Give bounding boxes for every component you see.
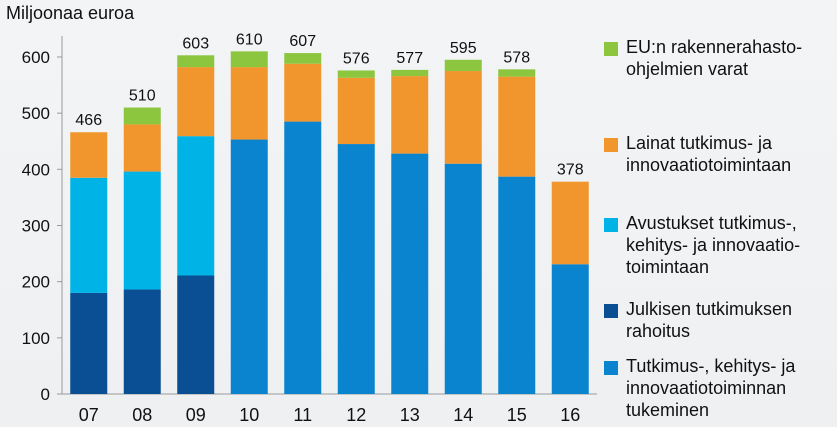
bar-segment-eu	[177, 55, 215, 68]
x-tick-label: 15	[507, 405, 527, 425]
bar-segment-tuki	[391, 153, 429, 394]
bar-segment-eu	[284, 53, 322, 64]
x-tick-label: 14	[453, 405, 473, 425]
bar-segment-tuki	[498, 176, 536, 394]
bar-segment-tuki	[551, 264, 589, 394]
x-tick-label: 09	[186, 405, 206, 425]
y-tick-label: 500	[22, 104, 50, 123]
bar-segment-lainat	[230, 67, 268, 140]
legend-label: Tutkimus-, kehitys- ja innovaatiotoiminn…	[626, 356, 796, 420]
legend-swatch	[604, 361, 618, 375]
legend-label: Avustukset tutkimus-, kehitys- ja innova…	[626, 213, 801, 277]
y-axis-title: Miljoonaa euroa	[6, 3, 135, 23]
x-tick-label: 08	[132, 405, 152, 425]
bar-segment-eu	[391, 69, 429, 77]
bar-segment-lainat	[284, 63, 322, 122]
x-tick-label: 12	[346, 405, 366, 425]
bar-segment-lainat	[551, 181, 589, 265]
y-tick-label: 300	[22, 216, 50, 235]
bar-segment-lainat	[177, 67, 215, 137]
total-label: 577	[396, 50, 423, 67]
x-tick-label: 11	[293, 405, 312, 425]
legend-swatch	[604, 218, 618, 232]
bar-segment-lainat	[444, 71, 482, 164]
legend-label: Lainat tutkimus- ja innovaatiotoimintaan	[626, 133, 792, 175]
bar-segment-tuki	[284, 121, 322, 394]
y-tick-label: 100	[22, 329, 50, 348]
bar-segment-lainat	[123, 124, 161, 172]
bar-segment-eu	[337, 70, 375, 78]
legend-label: Julkisen tutkimuksen rahoitus	[626, 299, 793, 341]
total-label: 510	[129, 88, 156, 105]
y-tick-label: 0	[41, 385, 50, 404]
legend-label: EU:n rakennerahasto- ohjelmien varat	[626, 37, 803, 79]
bar-segment-lainat	[337, 77, 375, 145]
x-tick-label: 10	[239, 405, 259, 425]
bar-segment-eu	[230, 51, 268, 68]
y-tick-label: 600	[22, 48, 50, 67]
bar-segment-julkinen	[70, 292, 108, 394]
bar-segment-eu	[498, 69, 536, 77]
bar-segment-lainat	[498, 76, 536, 177]
y-tick-label: 200	[22, 273, 50, 292]
bar-segment-julkinen	[123, 289, 161, 394]
x-tick-label: 16	[560, 405, 580, 425]
total-label: 595	[450, 40, 477, 57]
total-label: 610	[236, 31, 263, 48]
total-label: 603	[182, 35, 209, 52]
bar-segment-lainat	[70, 132, 108, 178]
bar-segment-avustukset	[177, 136, 215, 276]
bar-segment-eu	[444, 59, 482, 72]
total-label: 378	[557, 162, 584, 179]
bar-segment-tuki	[337, 144, 375, 394]
y-tick-label: 400	[22, 160, 50, 179]
bar-segment-tuki	[230, 139, 268, 394]
x-tick-label: 13	[400, 405, 420, 425]
bar-segment-eu	[123, 107, 161, 125]
total-label: 576	[343, 50, 370, 67]
legend-swatch	[604, 304, 618, 318]
total-label: 466	[75, 112, 102, 129]
legend-swatch	[604, 42, 618, 56]
total-label: 607	[289, 33, 316, 50]
bar-segment-julkinen	[177, 275, 215, 394]
legend-swatch	[604, 138, 618, 152]
bar-segment-avustukset	[123, 171, 161, 290]
bar-segment-avustukset	[70, 177, 108, 293]
total-label: 578	[503, 49, 530, 66]
bar-segment-tuki	[444, 163, 482, 394]
bar-segment-lainat	[391, 76, 429, 154]
x-tick-label: 07	[79, 405, 99, 425]
